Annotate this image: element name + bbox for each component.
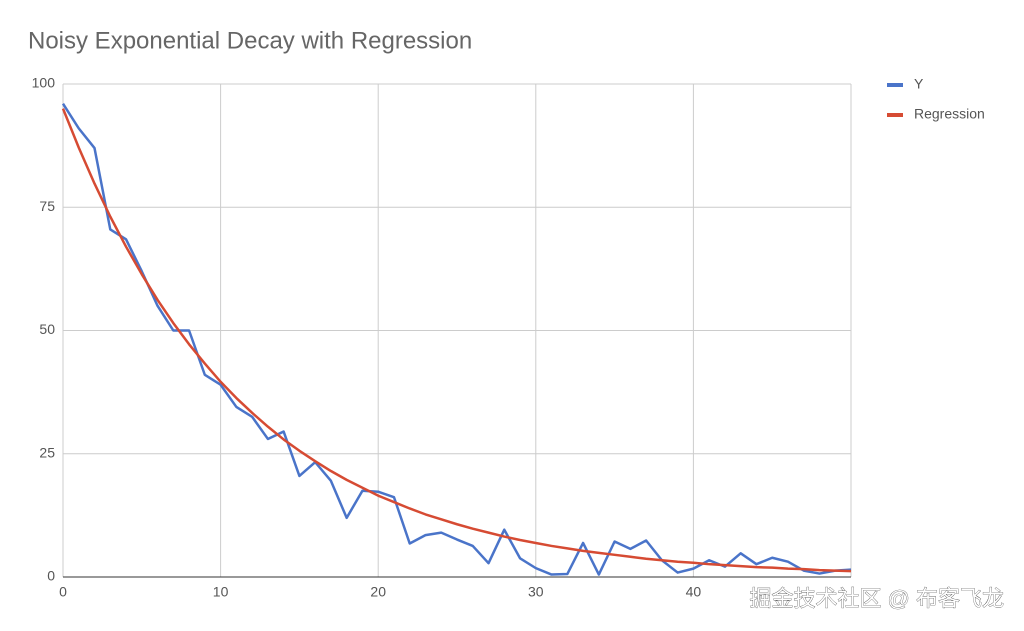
x-tick-label: 0 xyxy=(59,584,67,600)
legend-label: Y xyxy=(914,76,924,92)
chart-title: Noisy Exponential Decay with Regression xyxy=(28,27,472,54)
y-tick-label: 100 xyxy=(32,75,56,91)
y-tick-label: 0 xyxy=(47,568,55,584)
x-tick-label: 20 xyxy=(370,584,386,600)
x-tick-label: 30 xyxy=(528,584,544,600)
watermark: 掘金技术社区 @ 布客飞龙 xyxy=(749,586,1004,611)
x-tick-label: 10 xyxy=(213,584,229,600)
series-line xyxy=(61,103,852,576)
y-tick-label: 50 xyxy=(39,321,55,337)
series-line xyxy=(61,108,852,573)
y-tick-label: 25 xyxy=(39,444,55,460)
y-tick-label: 75 xyxy=(39,198,55,214)
x-tick-label: 40 xyxy=(686,584,702,600)
legend-label: Regression xyxy=(914,106,985,122)
